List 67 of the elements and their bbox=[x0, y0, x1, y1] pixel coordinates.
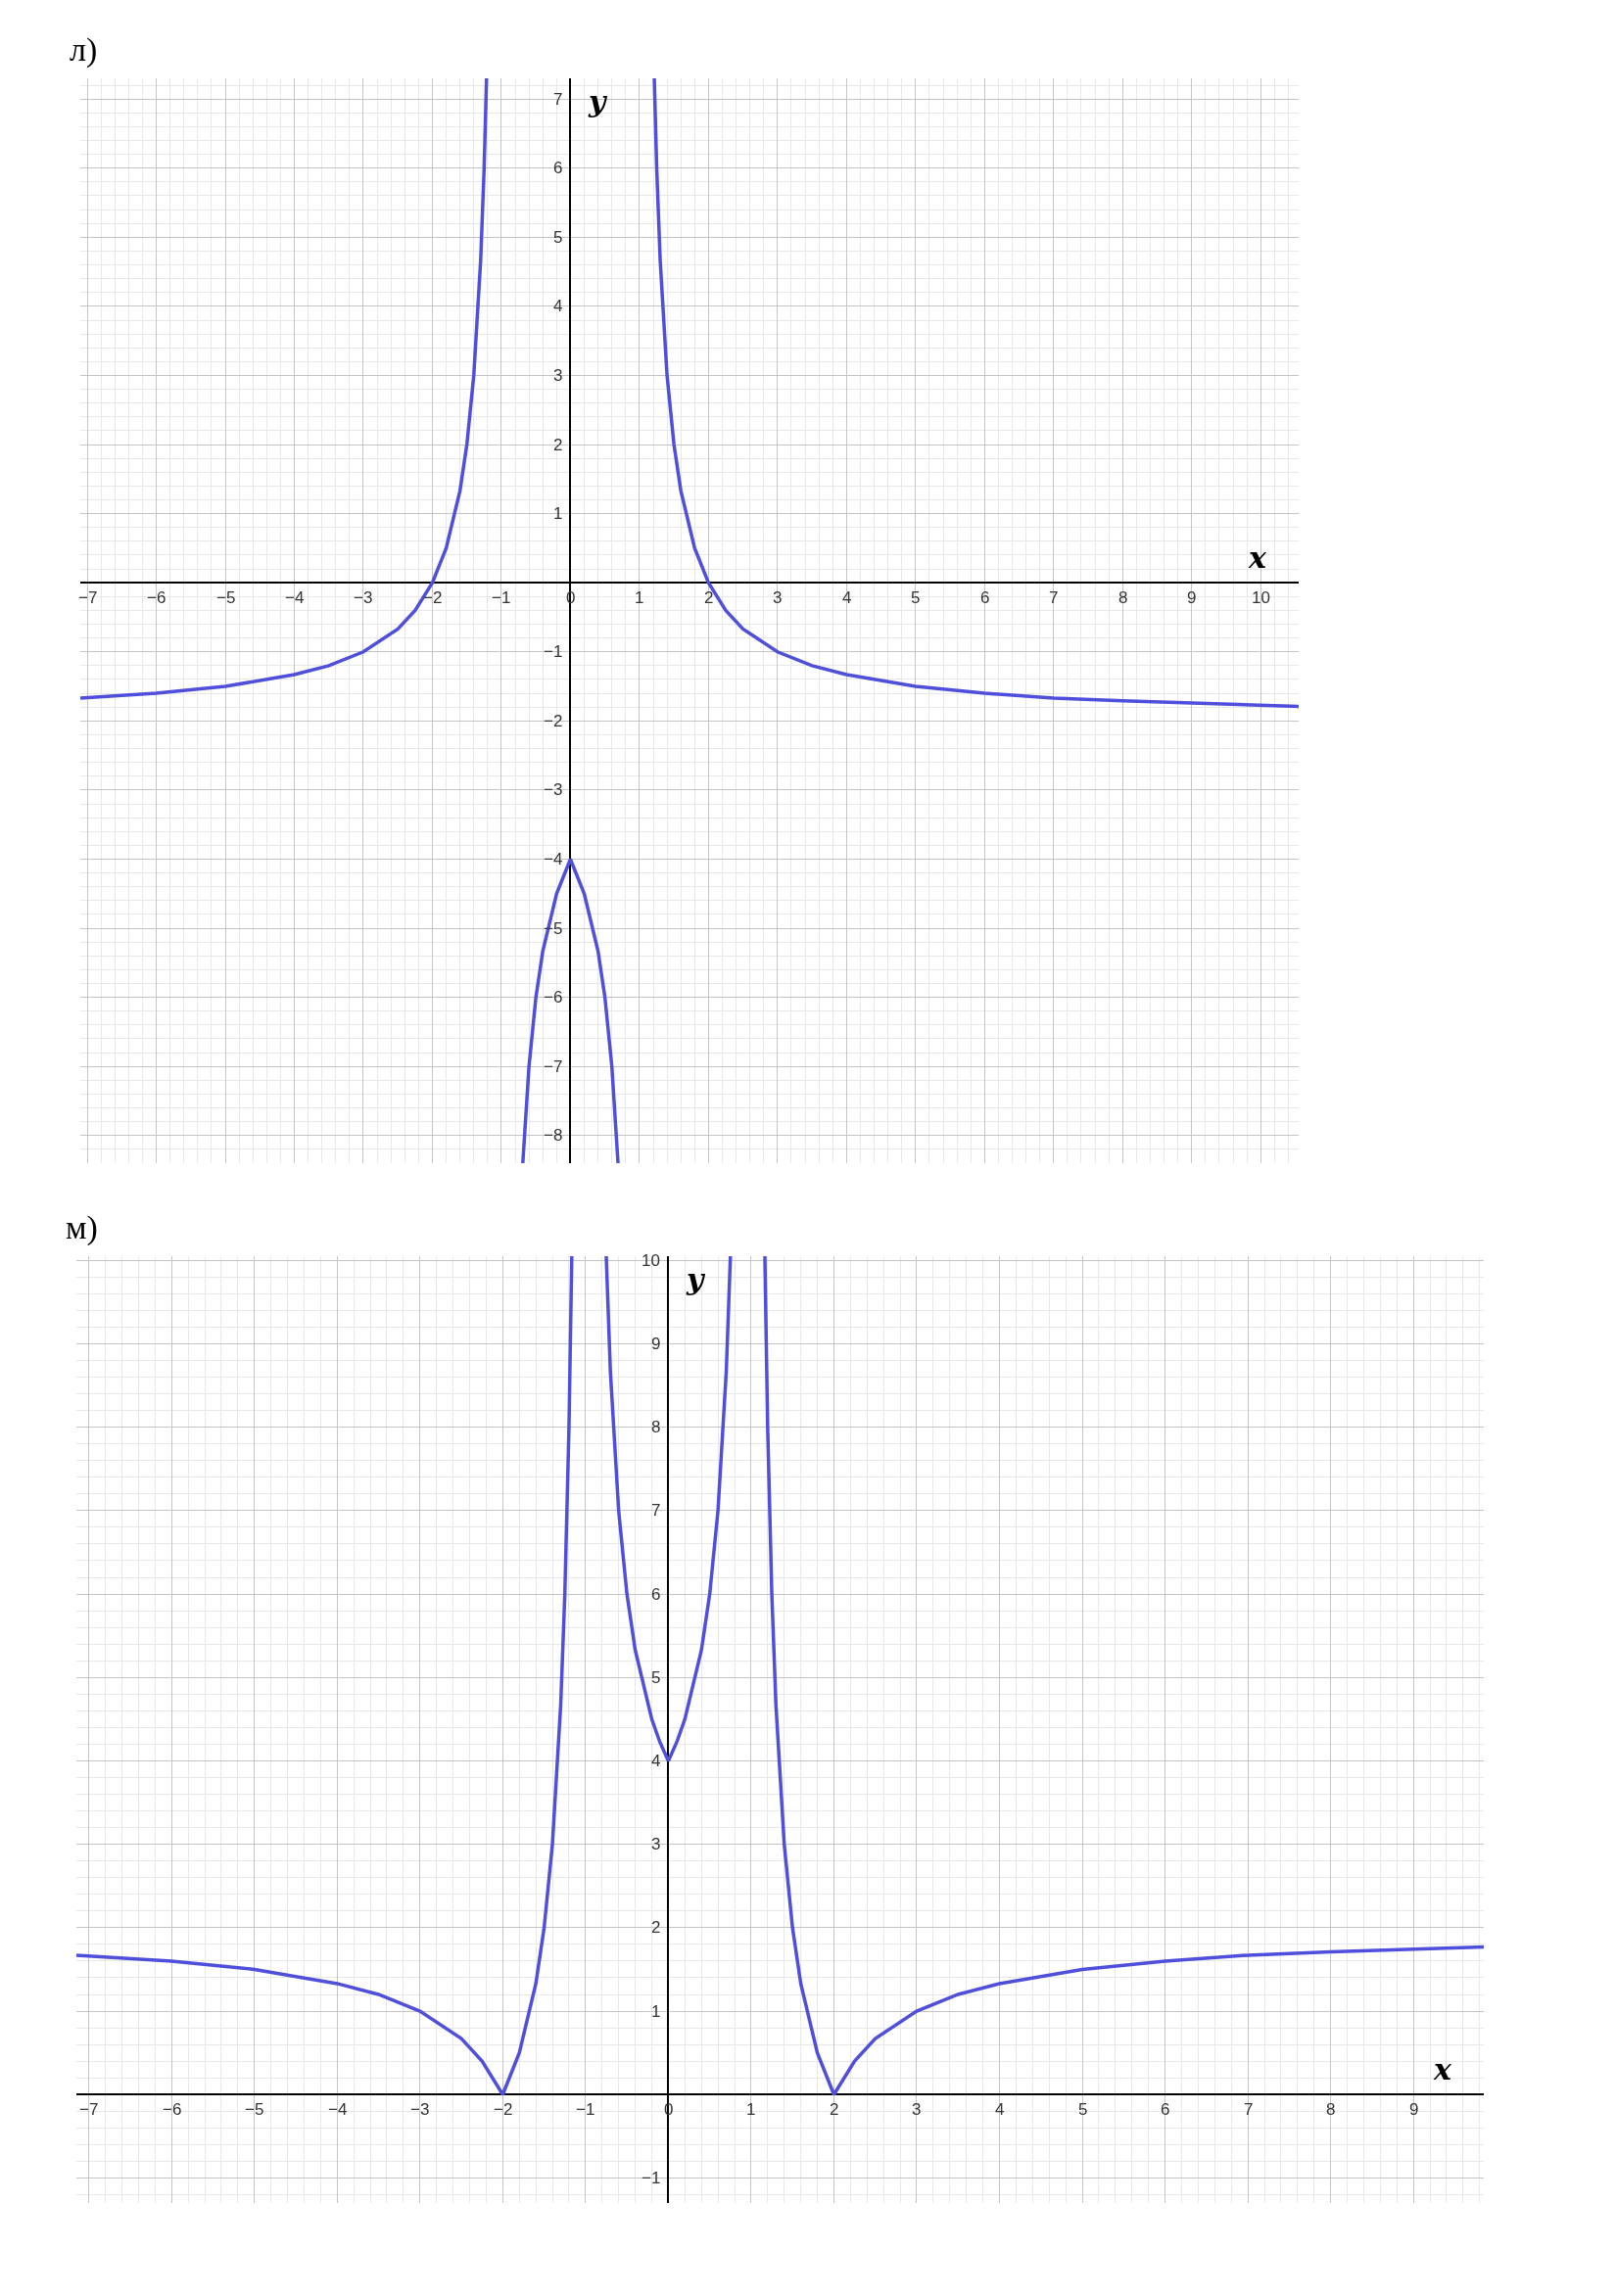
x-tick-label: −2 bbox=[423, 588, 443, 607]
x-tick-label: 1 bbox=[746, 2100, 756, 2119]
line-series bbox=[652, 78, 1299, 709]
y-tick-label: 10 bbox=[642, 1251, 660, 1270]
x-tick-label: 4 bbox=[995, 2100, 1005, 2119]
y-axis-title: y bbox=[588, 84, 608, 118]
x-tick-label: 4 bbox=[842, 588, 852, 607]
x-tick-label: 6 bbox=[980, 588, 990, 607]
x-tick-label: 6 bbox=[1161, 2100, 1170, 2119]
y-tick-label: 2 bbox=[553, 436, 563, 454]
y-tick-label: −3 bbox=[544, 780, 563, 799]
x-axis-title: x bbox=[1433, 2052, 1452, 2086]
y-axis-title: y bbox=[686, 1262, 706, 1296]
y-tick-label: 3 bbox=[651, 1835, 661, 1853]
x-tick-label: −1 bbox=[492, 588, 511, 607]
x-tick-label: −1 bbox=[576, 2100, 595, 2119]
x-tick-label: −6 bbox=[147, 588, 166, 607]
chart-title: л) bbox=[70, 31, 98, 69]
x-axis-title: x bbox=[1248, 540, 1267, 575]
x-tick-label: −6 bbox=[163, 2100, 182, 2119]
y-tick-label: −4 bbox=[544, 850, 563, 868]
y-tick-label: 6 bbox=[553, 159, 563, 177]
x-tick-label: 7 bbox=[1049, 588, 1059, 607]
y-tick-label: −1 bbox=[544, 642, 563, 661]
x-tick-label: 9 bbox=[1187, 588, 1197, 607]
y-tick-label: −1 bbox=[642, 2169, 661, 2187]
x-tick-label: 2 bbox=[830, 2100, 839, 2119]
line-series bbox=[76, 1256, 574, 2096]
x-tick-label: −2 bbox=[494, 2100, 513, 2119]
y-tick-label: 4 bbox=[651, 1752, 661, 1770]
y-tick-label: −7 bbox=[544, 1057, 563, 1076]
y-tick-label: 1 bbox=[553, 504, 563, 523]
y-tick-label: −8 bbox=[544, 1126, 563, 1145]
y-tick-label: 1 bbox=[651, 2002, 661, 2021]
x-tick-label: 5 bbox=[1078, 2100, 1088, 2119]
y-tick-label: 5 bbox=[553, 228, 563, 247]
x-tick-label: 3 bbox=[912, 2100, 922, 2119]
x-tick-label: 8 bbox=[1118, 588, 1128, 607]
chart-title: м) bbox=[66, 1209, 98, 1246]
x-tick-label: 10 bbox=[1252, 588, 1270, 607]
x-tick-label: −3 bbox=[410, 2100, 430, 2119]
y-tick-label: 8 bbox=[651, 1418, 661, 1436]
line-series bbox=[763, 1256, 1484, 2096]
x-tick-label: −3 bbox=[354, 588, 373, 607]
y-tick-label: 4 bbox=[553, 297, 563, 315]
y-tick-label: 3 bbox=[553, 366, 563, 385]
y-tick-label: 7 bbox=[651, 1501, 661, 1520]
y-tick-label: −6 bbox=[544, 988, 563, 1007]
x-tick-label: 2 bbox=[704, 588, 714, 607]
y-tick-label: 6 bbox=[651, 1585, 661, 1604]
x-tick-label: −7 bbox=[78, 588, 98, 607]
x-tick-label: −7 bbox=[79, 2100, 99, 2119]
y-tick-label: 2 bbox=[651, 1918, 661, 1937]
line-series bbox=[80, 78, 489, 700]
x-tick-label: 8 bbox=[1326, 2100, 1336, 2119]
x-tick-label: 3 bbox=[773, 588, 783, 607]
x-tick-label: −4 bbox=[285, 588, 305, 607]
x-tick-label: 7 bbox=[1244, 2100, 1254, 2119]
x-tick-label: 5 bbox=[911, 588, 921, 607]
x-tick-label: 9 bbox=[1409, 2100, 1419, 2119]
x-tick-label: −5 bbox=[216, 588, 236, 607]
x-tick-label: −4 bbox=[328, 2100, 348, 2119]
x-tick-label: −5 bbox=[245, 2100, 264, 2119]
y-tick-label: 9 bbox=[651, 1335, 661, 1353]
y-tick-label: 7 bbox=[553, 90, 563, 109]
y-tick-label: 5 bbox=[651, 1668, 661, 1687]
y-tick-label: −2 bbox=[544, 712, 563, 730]
